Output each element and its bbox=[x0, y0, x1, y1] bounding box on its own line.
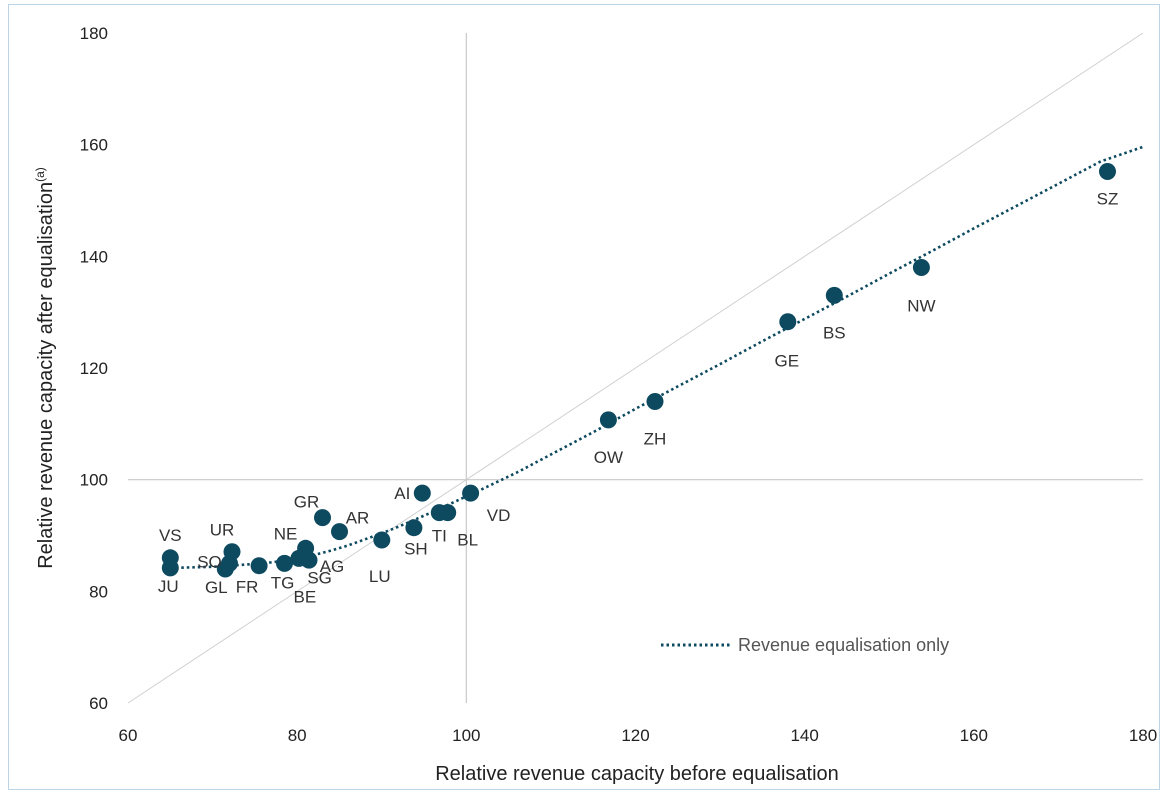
data-point-ar bbox=[331, 523, 348, 541]
x-tick-label: 60 bbox=[119, 726, 138, 745]
point-label-ti: TI bbox=[432, 527, 447, 546]
reference-lines bbox=[127, 32, 1144, 704]
point-label-zh: ZH bbox=[644, 430, 667, 449]
point-label-bl: BL bbox=[457, 531, 478, 550]
data-point-bs bbox=[825, 286, 843, 304]
y-tick-label: 160 bbox=[80, 136, 108, 155]
point-label-ur: UR bbox=[210, 521, 235, 540]
y-axis-title: Relative revenue capacity after equalisa… bbox=[33, 167, 57, 569]
point-label-sz: SZ bbox=[1097, 190, 1119, 209]
y-axis-title-superscript: (a) bbox=[33, 167, 47, 182]
point-label-ar: AR bbox=[346, 509, 370, 528]
data-point-ai bbox=[413, 484, 431, 502]
data-point-ag bbox=[300, 551, 318, 569]
y-tick-label: 140 bbox=[80, 247, 108, 266]
point-label-bs: BS bbox=[823, 323, 846, 342]
x-tick-label: 80 bbox=[288, 726, 307, 745]
data-point-zh bbox=[646, 393, 664, 410]
data-point-gl bbox=[216, 560, 234, 578]
x-tick-label: 140 bbox=[790, 726, 818, 745]
point-label-lu: LU bbox=[369, 567, 391, 586]
data-point-sz bbox=[1099, 163, 1116, 180]
point-label-ne: NE bbox=[274, 524, 298, 543]
legend: Revenue equalisation only bbox=[661, 635, 949, 655]
y-tick-label: 120 bbox=[80, 359, 108, 378]
point-label-ai: AI bbox=[394, 484, 410, 503]
point-label-vd: VD bbox=[487, 506, 511, 525]
y-tick-label: 80 bbox=[89, 582, 108, 601]
data-point-vd bbox=[462, 484, 480, 502]
data-point-fr bbox=[250, 557, 268, 575]
point-label-ow: OW bbox=[594, 448, 623, 467]
y-tick-label: 100 bbox=[80, 471, 108, 490]
y-axis-title-main: Relative revenue capacity after equalisa… bbox=[35, 182, 57, 569]
data-point-ge bbox=[779, 313, 797, 331]
data-point-tg bbox=[276, 554, 293, 572]
y-tick-label: 180 bbox=[80, 24, 108, 43]
point-label-gr: GR bbox=[294, 493, 320, 512]
point-label-so: SO bbox=[197, 552, 222, 571]
data-point-ju bbox=[161, 559, 179, 577]
point-label-nw: NW bbox=[907, 297, 935, 316]
tick-labels-layer: 60 80 100 120 140 160 180 60 80 100 120 140 160 180 bbox=[80, 24, 1158, 745]
x-axis-title: Relative revenue capacity before equalis… bbox=[435, 763, 839, 785]
legend-label: Revenue equalisation only bbox=[738, 635, 949, 655]
point-label-vs: VS bbox=[159, 526, 182, 545]
point-label-fr: FR bbox=[236, 578, 259, 597]
chart-frame bbox=[8, 4, 1160, 790]
x-tick-label: 100 bbox=[452, 726, 480, 745]
data-point-nw bbox=[912, 259, 930, 276]
point-label-ag: AG bbox=[320, 557, 345, 576]
data-point-sh bbox=[405, 519, 423, 537]
diagonal-reference-line bbox=[127, 32, 1144, 704]
data-point-gr bbox=[314, 509, 331, 527]
data-point-ow bbox=[599, 411, 617, 429]
x-tick-label: 180 bbox=[1129, 726, 1157, 745]
point-label-sg: SG bbox=[307, 569, 332, 588]
x-tick-label: 120 bbox=[621, 726, 649, 745]
point-label-gl: GL bbox=[205, 578, 228, 597]
point-label-ju: JU bbox=[158, 577, 179, 596]
data-point-bl bbox=[439, 504, 457, 522]
point-label-tg: TG bbox=[271, 573, 295, 592]
x-tick-label: 160 bbox=[960, 726, 988, 745]
y-tick-label: 60 bbox=[89, 694, 108, 713]
point-label-sh: SH bbox=[404, 540, 428, 559]
point-label-ge: GE bbox=[775, 352, 800, 371]
data-points-layer bbox=[161, 163, 1116, 578]
data-point-lu bbox=[373, 531, 391, 549]
point-label-be: BE bbox=[294, 587, 317, 606]
